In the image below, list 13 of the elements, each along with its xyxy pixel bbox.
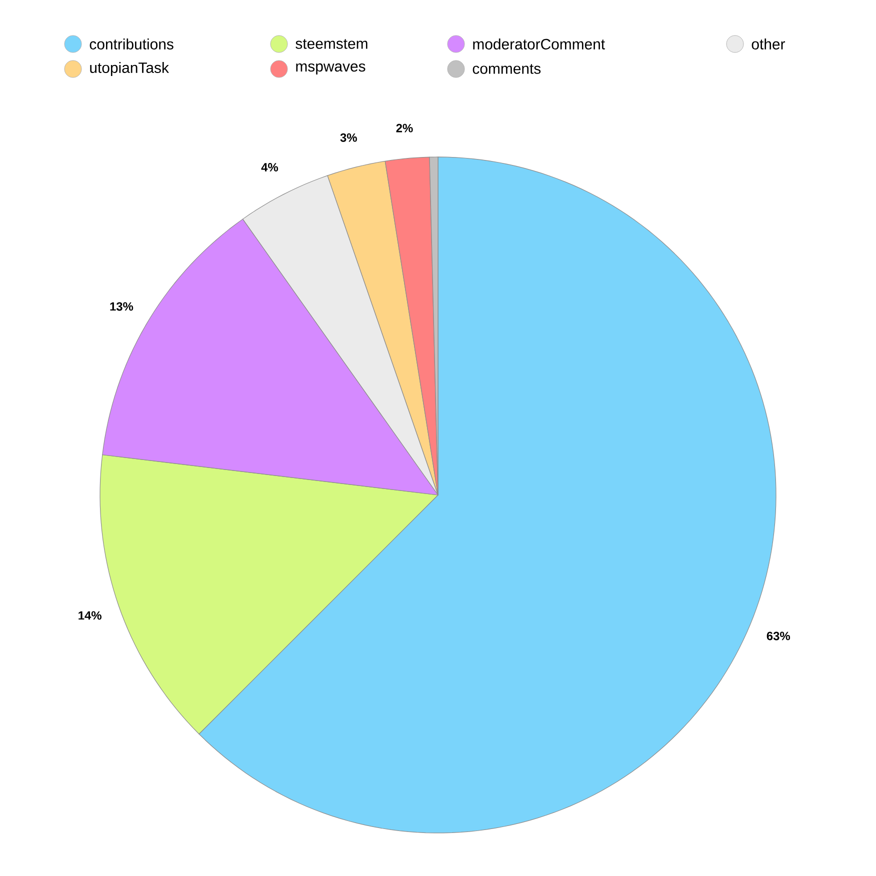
- data-label: 4%: [261, 163, 278, 172]
- legend-label: utopianTask: [90, 62, 169, 76]
- legend-label: contributions: [90, 38, 174, 50]
- data-label: 2%: [396, 124, 413, 132]
- legend-label: steemstem: [296, 39, 368, 49]
- legend-label: mspwaves: [296, 63, 366, 75]
- data-label: 3%: [340, 133, 357, 142]
- data-label: 63%: [766, 632, 790, 640]
- data-label: 13%: [110, 302, 134, 311]
- legend-label: other: [752, 38, 786, 50]
- legend-label: comments: [472, 64, 541, 74]
- legend-label: moderatorComment: [473, 38, 605, 50]
- data-label: 14%: [78, 611, 102, 620]
